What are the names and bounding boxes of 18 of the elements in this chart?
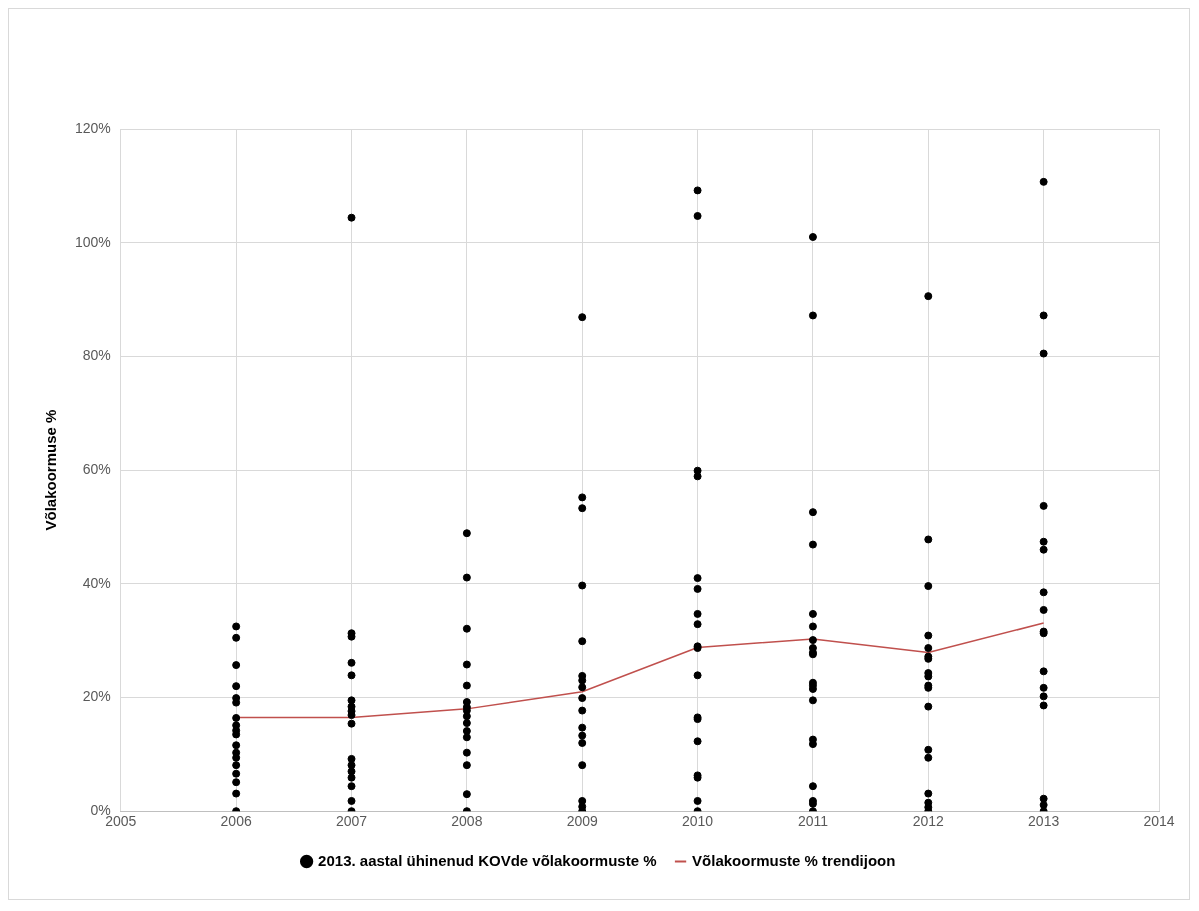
y-tick-label: 40% (82, 574, 111, 591)
x-tick-label: 2010 (682, 813, 714, 830)
y-tick-label: 120% (74, 119, 111, 136)
x-tick-label: 2013 (1028, 813, 1060, 830)
legend-label: 2013. aastal ühinenud KOVde võlakoormuste % (318, 851, 657, 869)
x-tick-label: 2007 (335, 813, 368, 830)
y-tick-label: 60% (82, 460, 111, 477)
x-tick-label: 2012 (912, 813, 945, 830)
x-tick-label: 2009 (566, 813, 599, 830)
x-tick-label: 2008 (451, 813, 483, 830)
y-tick-label: 80% (82, 347, 111, 364)
y-axis-title: Võlakoormuse % (42, 409, 60, 531)
legend-label: Võlakoormuste % trendijoon (692, 851, 896, 869)
x-tick-label: 2014 (1143, 813, 1175, 830)
x-tick-label: 2011 (797, 813, 829, 830)
x-tick-label: 2006 (220, 813, 252, 830)
y-tick-label: 20% (82, 688, 111, 705)
y-tick-label: 100% (74, 233, 111, 250)
